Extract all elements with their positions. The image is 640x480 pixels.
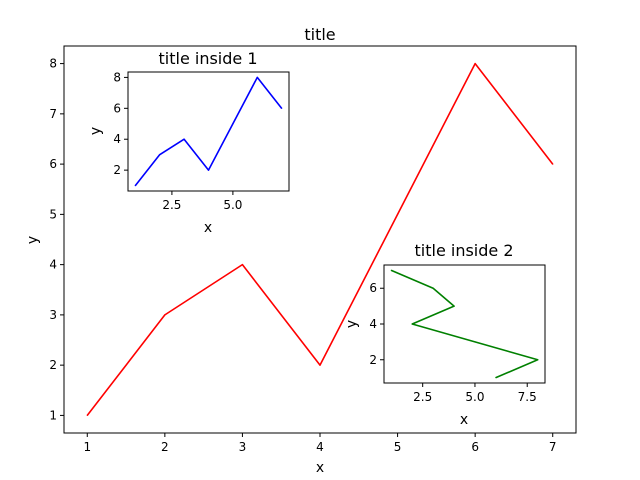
inset2-data-point [411, 323, 413, 325]
inset1-data-point [134, 184, 136, 187]
main-y-tick-label: 3 [49, 308, 57, 322]
inset2-x-tick-label: 7.5 [518, 390, 537, 404]
inset2-plot-area: 2.5 5.0 7.5 2 4 6 [369, 269, 539, 404]
main-data-point [396, 213, 399, 215]
inset1-y-tick-label: 2 [113, 163, 121, 177]
inset2-y-tick-label: 6 [369, 281, 377, 295]
inset2-y-tick-label: 2 [369, 353, 377, 367]
main-y-tick-label: 6 [49, 157, 57, 171]
inset1-plot-area: 2.5 5.0 2 4 6 8 [113, 70, 283, 212]
inset-chart-1: 2.5 5.0 2 4 6 8 title inside 1 x y [88, 49, 290, 236]
inset1-data-point [281, 107, 283, 109]
main-x-tick-label: 6 [471, 440, 479, 454]
inset2-title: title inside 2 [415, 241, 514, 260]
inset1-x-tick-label: 2.5 [162, 198, 181, 212]
inset1-y-tick-label: 6 [113, 101, 121, 115]
inset2-data-point [453, 305, 455, 307]
inset2-y-label: y [344, 320, 360, 328]
main-y-tick-label: 8 [49, 57, 57, 71]
inset1-background [128, 72, 289, 191]
inset2-data-point [432, 287, 434, 289]
main-y-tick-label: 5 [49, 207, 57, 221]
main-x-tick-label: 2 [161, 440, 169, 454]
main-y-tick-label: 7 [49, 107, 57, 121]
main-x-tick-label: 5 [394, 440, 402, 454]
main-y-tick-label: 2 [49, 358, 57, 372]
main-y-tick-label: 4 [49, 258, 57, 272]
main-data-point [474, 62, 476, 65]
inset2-axes-frame [383, 264, 546, 384]
inset2-x-label: x [460, 412, 468, 428]
inset2-data-point [390, 269, 392, 271]
inset1-data-point [183, 138, 185, 140]
inset2-y-tick-label: 4 [369, 317, 377, 331]
main-data-point [319, 364, 321, 366]
inset2-data-point [474, 341, 476, 343]
main-x-tick-label: 7 [549, 440, 557, 454]
main-x-tick-label: 1 [83, 440, 91, 454]
inset1-axes-frame [127, 71, 290, 192]
main-data-point [241, 264, 244, 266]
main-x-tick-label: 3 [239, 440, 247, 454]
inset1-x-label: x [204, 220, 212, 236]
main-chart: 1 2 3 4 5 6 7 1 2 3 4 5 6 7 8 title x y [25, 25, 577, 476]
main-x-label: x [316, 460, 324, 476]
inset1-title: title inside 1 [159, 49, 258, 68]
inset2-background [384, 265, 545, 383]
inset1-data-point [256, 76, 258, 79]
inset2-x-tick-label: 5.0 [465, 390, 484, 404]
inset2-data-point [537, 359, 539, 361]
main-data-point [552, 163, 554, 165]
inset2-data-point [495, 377, 497, 379]
inset1-y-tick-label: 8 [113, 70, 121, 84]
inset1-x-tick-label: 5.0 [223, 198, 242, 212]
inset1-data-point [159, 154, 161, 156]
main-y-label: y [25, 236, 41, 244]
inset2-x-tick-label: 2.5 [413, 390, 432, 404]
inset1-data-point [232, 123, 234, 125]
inset1-y-tick-label: 4 [113, 132, 121, 146]
inset1-y-label: y [88, 127, 104, 135]
inset-chart-2: 2.5 5.0 7.5 2 4 6 title inside 2 x y [344, 241, 546, 428]
main-data-point [86, 414, 88, 417]
main-y-tick-label: 1 [49, 408, 57, 422]
main-data-point [164, 314, 166, 316]
main-x-tick-label: 4 [316, 440, 324, 454]
main-axes-frame [63, 45, 577, 434]
inset1-data-point [207, 169, 210, 171]
main-plot-area: 1 2 3 4 5 6 7 1 2 3 4 5 6 7 8 [49, 57, 556, 454]
main-title: title [304, 25, 335, 44]
